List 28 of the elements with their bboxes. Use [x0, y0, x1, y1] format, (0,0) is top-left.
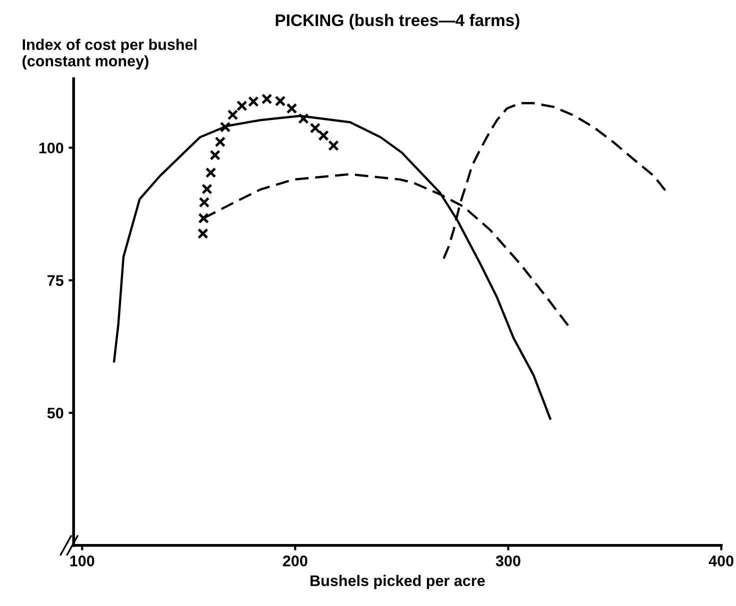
point — [214, 136, 226, 148]
point — [198, 228, 208, 240]
x-tick-label: 300 — [496, 556, 520, 566]
x-tick-label: 200 — [282, 556, 308, 566]
y-tick-label: 50 — [47, 408, 64, 419]
point — [274, 96, 286, 106]
point — [248, 96, 259, 107]
point — [298, 113, 309, 124]
x-axis-title: Bushels picked per acre — [310, 574, 485, 590]
x-tick-label: 400 — [708, 556, 734, 566]
y-axis-title: Index of cost per bushel (constant money) — [22, 38, 196, 70]
point — [198, 196, 210, 208]
point — [202, 184, 212, 194]
y-tick-label: 100 — [39, 142, 64, 154]
point — [310, 122, 321, 134]
point — [220, 122, 231, 132]
point — [261, 94, 272, 104]
point — [286, 103, 298, 114]
point — [227, 109, 238, 120]
point — [198, 212, 209, 224]
point — [236, 100, 248, 112]
y-tick-label: 75 — [48, 275, 64, 286]
chart-title: PICKING (bush trees—4 farms) — [276, 14, 520, 30]
point — [210, 150, 220, 161]
x-tick-label: 100 — [70, 556, 94, 566]
point — [318, 130, 329, 141]
point — [328, 140, 339, 152]
point — [205, 167, 216, 178]
